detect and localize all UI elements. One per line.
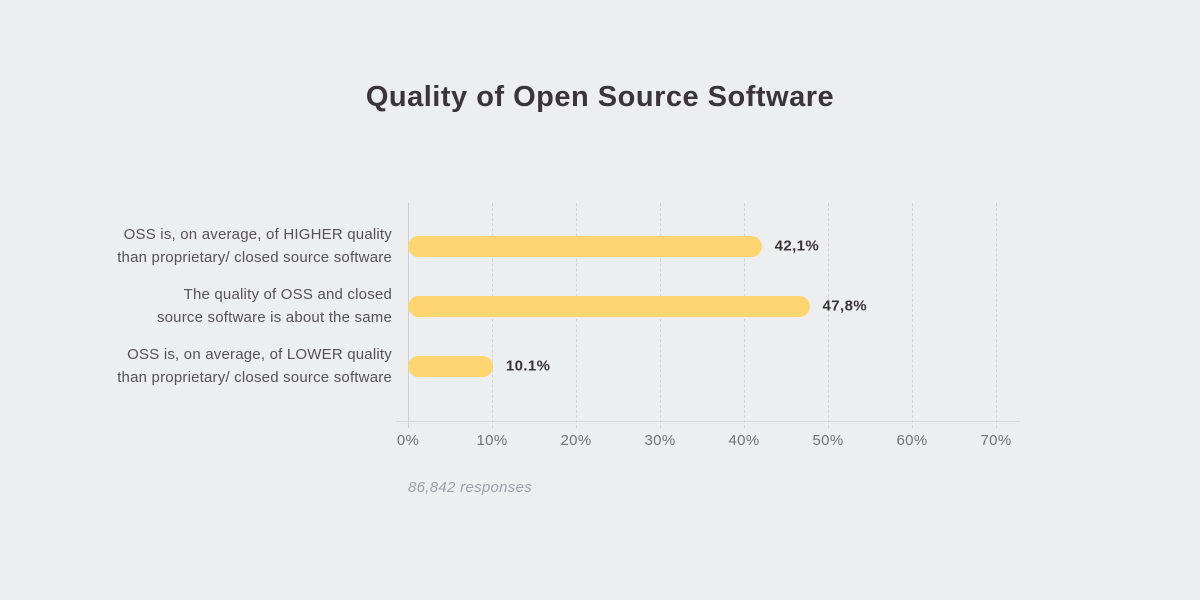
- responses-note: 86,842 responses: [408, 479, 533, 496]
- bar-value-label: 42,1%: [774, 237, 820, 255]
- bar-value-label: 47,8%: [822, 297, 868, 315]
- chart-title: Quality of Open Source Software: [365, 81, 835, 113]
- category-label: The quality of OSS and closed source sof…: [156, 286, 392, 326]
- x-axis-tick-label: 50%: [812, 432, 844, 449]
- x-axis-tick-label: 0%: [396, 432, 420, 449]
- plot-area: 0% 10% 20% 30% 40% 50% 60% 70% OSS is, on averag…: [117, 203, 1020, 496]
- x-axis-tick-label: 10%: [476, 432, 508, 449]
- x-gridline: [912, 203, 913, 428]
- x-gridline: [996, 203, 997, 428]
- x-axis-line: [396, 421, 1020, 422]
- bar: [408, 235, 762, 257]
- x-axis-tick-label: 70%: [980, 432, 1012, 449]
- y-axis-line: [408, 203, 409, 428]
- category-label: OSS is, on average, of LOWER quality tha…: [117, 346, 392, 386]
- category-label: OSS is, on average, of HIGHER quality th…: [117, 226, 392, 266]
- bar: [408, 355, 493, 377]
- x-gridline: [828, 203, 829, 428]
- bar-value-label: 10.1%: [505, 357, 551, 375]
- x-axis-tick-label: 60%: [896, 432, 928, 449]
- x-axis-tick-label: 40%: [728, 432, 760, 449]
- x-axis-tick-label: 20%: [560, 432, 592, 449]
- x-axis-tick-label: 30%: [644, 432, 676, 449]
- bar: [408, 295, 810, 317]
